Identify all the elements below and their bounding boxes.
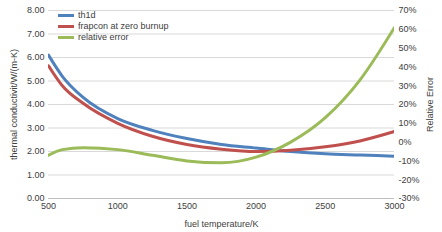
- svg-text:60%: 60%: [399, 24, 417, 34]
- svg-text:-10%: -10%: [399, 156, 420, 166]
- svg-text:8.00: 8.00: [27, 5, 45, 15]
- html-text:frapcon at zero burnup: frapcon at zero burnup: [78, 21, 169, 31]
- svg-text:70%: 70%: [399, 5, 417, 15]
- svg-text:2500: 2500: [315, 201, 335, 211]
- svg-text:1000: 1000: [108, 201, 128, 211]
- svg-text:30%: 30%: [399, 81, 417, 91]
- svg-text:-30%: -30%: [398, 193, 420, 204]
- svg-text:6.00: 6.00: [27, 52, 45, 62]
- svg-text:Relative Error: Relative Error: [425, 77, 435, 132]
- svg-text:7.00: 7.00: [27, 29, 45, 39]
- html-text:th1d: th1d: [78, 10, 96, 20]
- svg-text:1500: 1500: [177, 201, 197, 211]
- svg-text:0%: 0%: [399, 137, 412, 147]
- svg-text:3000: 3000: [384, 201, 404, 211]
- svg-text:2.00: 2.00: [27, 146, 45, 156]
- svg-text:fuel temperature/K: fuel temperature/K: [184, 219, 258, 229]
- svg-text:1.00: 1.00: [27, 170, 45, 180]
- svg-text:500: 500: [41, 201, 56, 211]
- svg-text:40%: 40%: [399, 62, 417, 72]
- svg-text:50%: 50%: [399, 43, 417, 53]
- svg-text:3.00: 3.00: [27, 123, 45, 133]
- svg-text:-20%: -20%: [399, 175, 420, 185]
- svg-text:2000: 2000: [246, 201, 266, 211]
- svg-text:20%: 20%: [399, 99, 417, 109]
- svg-text:4.00: 4.00: [27, 99, 45, 109]
- svg-text:10%: 10%: [399, 118, 417, 128]
- svg-text:5.00: 5.00: [27, 76, 45, 86]
- svg-text:thermal conductivit/W/(m-K): thermal conductivit/W/(m-K): [9, 49, 19, 160]
- html-text:relative error: relative error: [78, 32, 129, 42]
- svg-text:0.00: 0.00: [27, 193, 45, 204]
